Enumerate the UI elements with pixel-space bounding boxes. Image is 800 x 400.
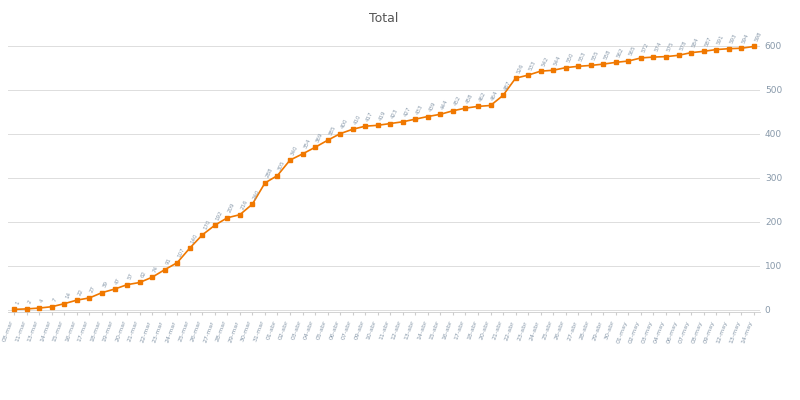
Text: 288: 288 (265, 167, 274, 179)
Text: 354: 354 (302, 138, 311, 150)
Text: 550: 550 (566, 52, 574, 64)
Text: 91: 91 (165, 257, 172, 266)
Text: 305: 305 (278, 160, 286, 171)
Text: 533: 533 (528, 59, 537, 71)
Text: 593: 593 (729, 33, 738, 44)
Text: 369: 369 (315, 132, 324, 143)
Text: 240: 240 (253, 188, 262, 200)
Text: 107: 107 (178, 247, 186, 258)
Text: 555: 555 (590, 50, 600, 61)
Text: 423: 423 (390, 108, 399, 119)
Text: 1: 1 (14, 300, 20, 305)
Text: 542: 542 (541, 55, 550, 67)
Text: 400: 400 (340, 118, 349, 130)
Text: 57: 57 (127, 272, 134, 280)
Text: 526: 526 (516, 62, 525, 74)
Text: 4: 4 (39, 298, 46, 304)
Text: 584: 584 (691, 37, 700, 48)
Title: Total: Total (370, 12, 398, 26)
Text: 591: 591 (716, 34, 725, 46)
Text: 575: 575 (666, 41, 675, 52)
Text: 385: 385 (328, 124, 337, 136)
Text: 574: 574 (654, 41, 662, 53)
Text: 2: 2 (26, 300, 33, 305)
Text: 62: 62 (139, 270, 147, 278)
Text: 140: 140 (190, 232, 198, 244)
Text: 410: 410 (353, 114, 362, 125)
Text: 578: 578 (678, 40, 687, 51)
Text: 565: 565 (629, 45, 638, 57)
Text: 562: 562 (616, 46, 625, 58)
Text: 464: 464 (490, 90, 499, 101)
Text: 27: 27 (90, 285, 97, 294)
Text: 544: 544 (553, 54, 562, 66)
Text: 439: 439 (428, 101, 437, 112)
Text: 553: 553 (578, 50, 587, 62)
Text: 427: 427 (402, 106, 412, 118)
Text: 587: 587 (704, 36, 713, 47)
Text: 216: 216 (240, 199, 249, 210)
Text: 487: 487 (503, 80, 512, 91)
Text: 594: 594 (741, 32, 750, 44)
Text: 47: 47 (114, 276, 122, 285)
Text: 22: 22 (77, 288, 85, 296)
Text: 7: 7 (52, 297, 58, 302)
Text: 14: 14 (64, 291, 72, 300)
Text: 598: 598 (754, 31, 762, 42)
Text: 417: 417 (365, 110, 374, 122)
Text: 209: 209 (227, 202, 236, 214)
Text: 39: 39 (102, 280, 110, 288)
Text: 419: 419 (378, 110, 386, 121)
Text: 458: 458 (466, 92, 474, 104)
Text: 558: 558 (603, 48, 612, 60)
Text: 452: 452 (453, 95, 462, 107)
Text: 444: 444 (440, 98, 450, 110)
Text: 340: 340 (290, 144, 299, 156)
Text: 433: 433 (415, 103, 424, 115)
Text: 462: 462 (478, 90, 487, 102)
Text: 170: 170 (202, 219, 211, 231)
Text: 572: 572 (641, 42, 650, 54)
Text: 192: 192 (214, 210, 224, 221)
Text: 74: 74 (152, 264, 160, 273)
